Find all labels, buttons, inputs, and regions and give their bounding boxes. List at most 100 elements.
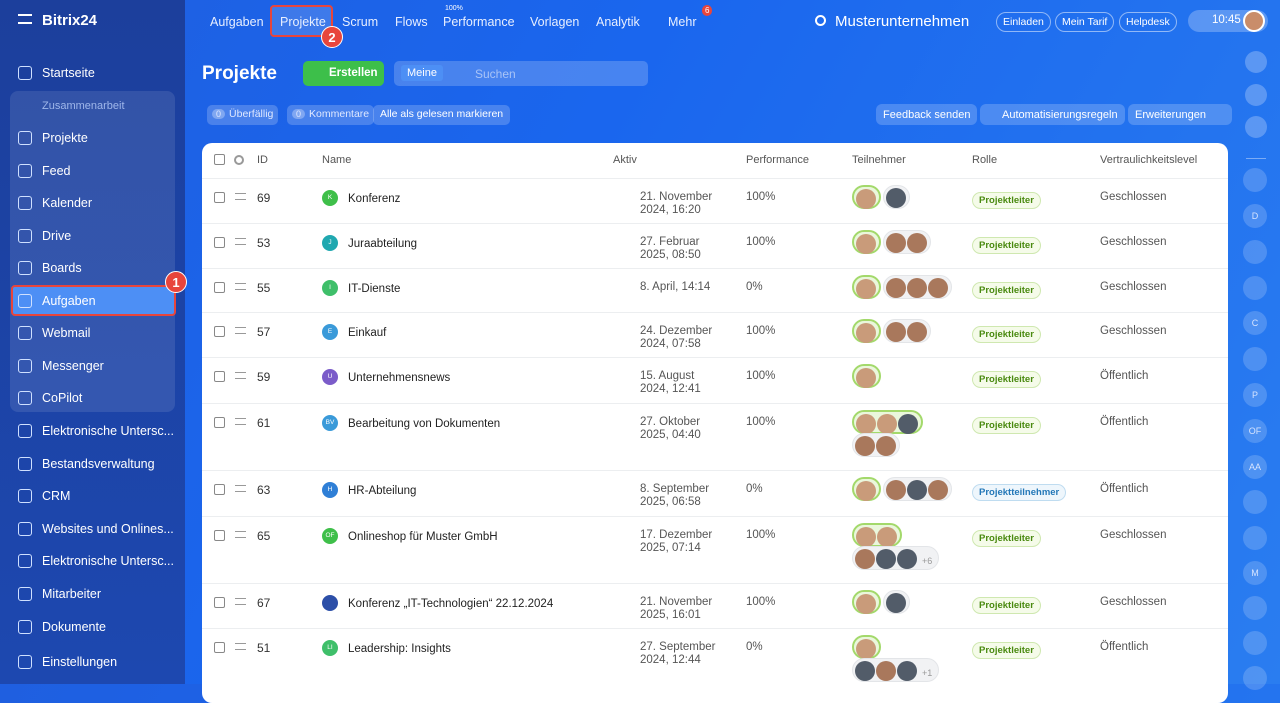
rail-chat[interactable] — [1243, 276, 1267, 300]
cb[interactable] — [214, 192, 225, 203]
rail-chat[interactable] — [1243, 347, 1267, 371]
counter[interactable]: 0 Kommentare — [287, 105, 375, 125]
project-name[interactable]: Einkauf — [348, 327, 387, 339]
column-header[interactable]: Teilnehmer — [852, 154, 906, 166]
search-icon[interactable] — [815, 15, 826, 26]
table-row[interactable]: 69 K Konferenz 21. November 2024, 16:20 100% P… — [202, 178, 1228, 223]
rail-icon[interactable] — [1245, 51, 1267, 73]
participants[interactable] — [852, 523, 902, 547]
table-row[interactable]: 55 I IT-Dienste 8. April, 14:14 0% Projektlei… — [202, 268, 1228, 312]
table-row[interactable]: 67 Konferenz „IT-Technologien“ 22.12.2024… — [202, 583, 1228, 628]
top-nav-item[interactable]: Analytik — [596, 15, 640, 29]
rail-icon[interactable] — [1245, 84, 1267, 106]
nav-item-label[interactable]: CoPilot — [42, 391, 83, 405]
column-header[interactable]: Rolle — [972, 154, 998, 166]
table-row[interactable]: 57 E Einkauf 24. Dezember 2024, 07:58 100% Pro… — [202, 312, 1228, 357]
nav-item-label[interactable]: Drive — [42, 228, 72, 243]
top-nav-item[interactable]: Vorlagen — [530, 15, 580, 29]
participants[interactable] — [852, 364, 881, 388]
cb[interactable] — [214, 154, 225, 165]
participants[interactable] — [883, 275, 952, 299]
toolbar-button[interactable]: Feedback senden — [876, 104, 978, 125]
toolbar-button[interactable]: Erweiterungen — [1128, 104, 1232, 125]
nav-item-label[interactable]: Messenger — [42, 358, 104, 373]
company-name[interactable]: Musterunternehmen — [835, 13, 970, 30]
nav-item-label[interactable]: Startseite — [42, 66, 95, 80]
rail-chat[interactable] — [1243, 168, 1267, 192]
drag-handle[interactable] — [235, 238, 246, 245]
menu-icon[interactable] — [18, 14, 32, 24]
cb[interactable] — [214, 417, 225, 428]
participants[interactable]: +1 — [852, 658, 940, 682]
counter[interactable]: 0 Überfällig — [207, 105, 279, 125]
nav-item-label[interactable]: Mitarbeiter — [42, 587, 102, 601]
participants[interactable] — [852, 319, 881, 343]
nav-item-label[interactable]: Dokumente — [42, 619, 106, 634]
drag-handle[interactable] — [235, 327, 246, 334]
rail-chat[interactable]: OF — [1243, 419, 1267, 443]
top-nav-item[interactable]: Mehr — [668, 15, 697, 29]
participants[interactable]: +6 — [852, 546, 940, 570]
participants[interactable] — [883, 319, 931, 343]
participants[interactable] — [852, 275, 881, 299]
participants[interactable] — [852, 230, 881, 254]
participants[interactable] — [852, 590, 881, 614]
participants[interactable] — [883, 590, 910, 614]
settings-icon[interactable] — [234, 155, 244, 165]
rail-chat[interactable] — [1243, 240, 1267, 264]
mark-read[interactable]: Alle als gelesen markieren — [373, 105, 511, 125]
nav-item-label[interactable]: Elektronische Untersc... — [42, 424, 174, 438]
table-row[interactable]: 65 OF Onlineshop für Muster GmbH 17. Dezemb… — [202, 516, 1228, 583]
drag-handle[interactable] — [235, 485, 246, 492]
nav-item-label[interactable]: Websites und Onlines... — [42, 521, 174, 536]
cb[interactable] — [214, 371, 225, 382]
drag-handle[interactable] — [235, 598, 246, 605]
participants[interactable] — [852, 635, 881, 659]
top-nav-item[interactable]: Performance — [443, 15, 515, 29]
nav-item-label[interactable]: Einstellungen — [42, 655, 118, 670]
nav-item-label[interactable]: Elektronische Untersc... — [42, 554, 174, 569]
table-row[interactable]: 53 J Juraabteilung 27. Februar 2025, 08:50 10… — [202, 223, 1228, 268]
nav-item-label[interactable]: Bestandsverwaltung — [42, 456, 155, 471]
group-title[interactable]: Zusammenarbeit — [42, 100, 125, 112]
project-name[interactable]: Konferenz — [348, 193, 401, 205]
rail-chat[interactable] — [1243, 631, 1267, 655]
cb[interactable] — [214, 282, 225, 293]
column-header[interactable]: ID — [257, 154, 268, 166]
project-name[interactable]: Leadership: Insights — [348, 643, 451, 655]
rail-chat[interactable]: M — [1243, 561, 1267, 585]
rail-chat[interactable]: P — [1243, 383, 1267, 407]
cb[interactable] — [214, 642, 225, 653]
column-header[interactable]: Name — [322, 154, 352, 166]
project-name[interactable]: Onlineshop für Muster GmbH — [348, 531, 498, 543]
rail-chat[interactable] — [1243, 490, 1267, 514]
nav-item-label[interactable]: Webmail — [42, 326, 91, 340]
cb[interactable] — [214, 597, 225, 608]
rail-chat[interactable]: C — [1243, 311, 1267, 335]
top-button[interactable]: Einladen — [996, 12, 1051, 32]
participants[interactable] — [883, 185, 910, 209]
nav-item-label[interactable]: Boards — [42, 261, 82, 275]
column-header[interactable]: Performance — [746, 154, 809, 166]
drag-handle[interactable] — [235, 531, 246, 538]
project-name[interactable]: IT-Dienste — [348, 283, 401, 295]
participants[interactable] — [852, 477, 881, 501]
drag-handle[interactable] — [235, 283, 246, 290]
logo[interactable]: Bitrix24 — [42, 12, 98, 29]
nav-item-label[interactable]: Kalender — [42, 196, 93, 210]
cb[interactable] — [214, 484, 225, 495]
project-name[interactable]: HR-Abteilung — [348, 485, 417, 497]
user-avatar[interactable] — [1243, 10, 1265, 32]
toolbar-button[interactable]: Automatisierungsregeln — [980, 104, 1125, 125]
drag-handle[interactable] — [235, 418, 246, 425]
cb[interactable] — [214, 326, 225, 337]
rail-chat[interactable]: AA — [1243, 455, 1267, 479]
top-nav-item[interactable]: Scrum — [342, 15, 379, 29]
table-row[interactable]: 59 U Unternehmensnews 15. August 2024, 12:41… — [202, 357, 1228, 403]
nav-item-label[interactable]: CRM — [42, 489, 71, 504]
create-button[interactable] — [303, 61, 384, 86]
column-header[interactable]: Vertraulichkeitslevel — [1100, 154, 1198, 166]
rail-chat[interactable] — [1243, 596, 1267, 620]
participants[interactable] — [852, 433, 900, 457]
top-nav-item[interactable]: Flows — [395, 15, 428, 29]
